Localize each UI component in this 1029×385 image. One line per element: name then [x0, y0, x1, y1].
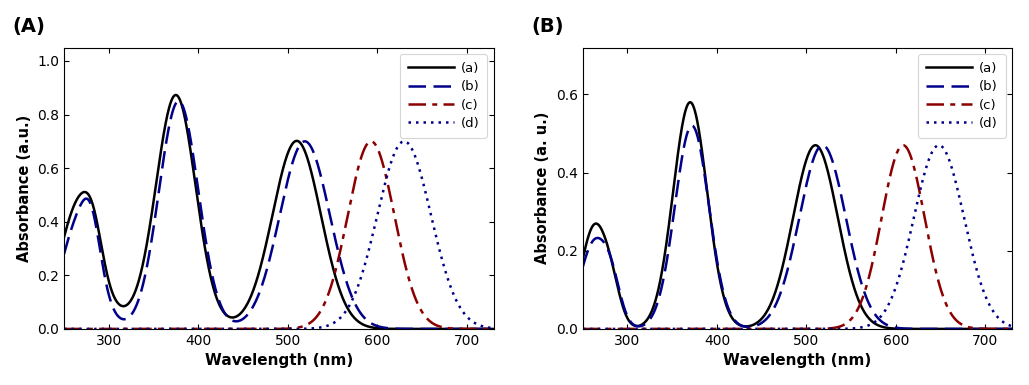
(d): [651, 326, 664, 331]
(b): [576, 264, 589, 269]
(d): [576, 326, 589, 331]
(b): [480, 326, 492, 331]
(d): [480, 325, 492, 329]
Line: (d): (d): [64, 141, 494, 329]
(c): [952, 319, 964, 324]
(d): [760, 326, 773, 331]
(a): [480, 326, 492, 331]
(c): [480, 326, 492, 331]
(c): [365, 139, 378, 144]
X-axis label: Wavelength (nm): Wavelength (nm): [723, 353, 872, 368]
Text: (A): (A): [12, 17, 45, 36]
(d): [241, 326, 253, 331]
(a): [433, 326, 446, 331]
Line: (c): (c): [64, 141, 494, 329]
(d): [1006, 324, 1019, 329]
(b): [1006, 326, 1019, 331]
(d): [222, 326, 235, 331]
(a): [1006, 326, 1019, 331]
(c): [741, 326, 753, 331]
(b): [626, 321, 638, 325]
(c): [241, 326, 253, 331]
(b): [223, 316, 236, 321]
(a): [107, 292, 119, 297]
(d): [133, 326, 145, 331]
Y-axis label: Absorbance (a.u.): Absorbance (a.u.): [16, 115, 32, 262]
(c): [897, 143, 910, 147]
(c): [107, 326, 119, 331]
(b): [998, 326, 1010, 331]
(b): [742, 325, 754, 329]
(c): [1006, 326, 1019, 331]
(d): [626, 326, 638, 331]
(a): [488, 326, 500, 331]
Line: (a): (a): [64, 95, 494, 329]
(a): [952, 326, 964, 331]
(b): [242, 312, 254, 317]
(b): [651, 301, 664, 306]
Y-axis label: Absorbance (a. u.): Absorbance (a. u.): [535, 112, 551, 264]
(a): [223, 315, 236, 319]
(b): [173, 99, 185, 104]
(c): [433, 324, 446, 329]
(a): [760, 310, 773, 315]
(a): [242, 301, 254, 306]
(d): [107, 326, 119, 331]
(b): [58, 252, 70, 256]
(d): [741, 326, 753, 331]
(b): [107, 305, 119, 310]
(c): [576, 326, 589, 331]
(a): [742, 324, 754, 329]
Legend: (a), (b), (c), (d): (a), (b), (c), (d): [918, 54, 1005, 138]
Line: (d): (d): [582, 145, 1013, 329]
Line: (a): (a): [582, 102, 1013, 329]
(d): [998, 320, 1010, 325]
(b): [685, 123, 698, 128]
(a): [170, 93, 182, 97]
X-axis label: Wavelength (nm): Wavelength (nm): [205, 353, 353, 368]
(d): [398, 139, 411, 144]
(c): [488, 326, 500, 331]
Line: (c): (c): [582, 145, 1013, 329]
(d): [433, 246, 446, 251]
(c): [133, 326, 145, 331]
(b): [133, 298, 145, 302]
(c): [651, 326, 664, 331]
(b): [433, 326, 446, 331]
(c): [626, 326, 638, 331]
(c): [58, 326, 70, 331]
(a): [58, 235, 70, 239]
(c): [222, 326, 235, 331]
Line: (b): (b): [582, 126, 1013, 329]
(d): [933, 143, 946, 147]
(c): [760, 326, 773, 331]
Text: (B): (B): [531, 17, 564, 36]
(d): [58, 326, 70, 331]
(a): [133, 279, 145, 284]
(c): [998, 326, 1010, 331]
(b): [760, 317, 773, 321]
(a): [651, 292, 664, 296]
(a): [684, 100, 697, 105]
Line: (b): (b): [64, 101, 494, 329]
Legend: (a), (b), (c), (d): (a), (b), (c), (d): [399, 54, 487, 138]
(b): [952, 326, 964, 331]
(a): [576, 257, 589, 261]
(d): [952, 188, 964, 192]
(a): [626, 321, 638, 326]
(d): [488, 326, 500, 330]
(a): [998, 326, 1010, 331]
(b): [488, 326, 500, 331]
